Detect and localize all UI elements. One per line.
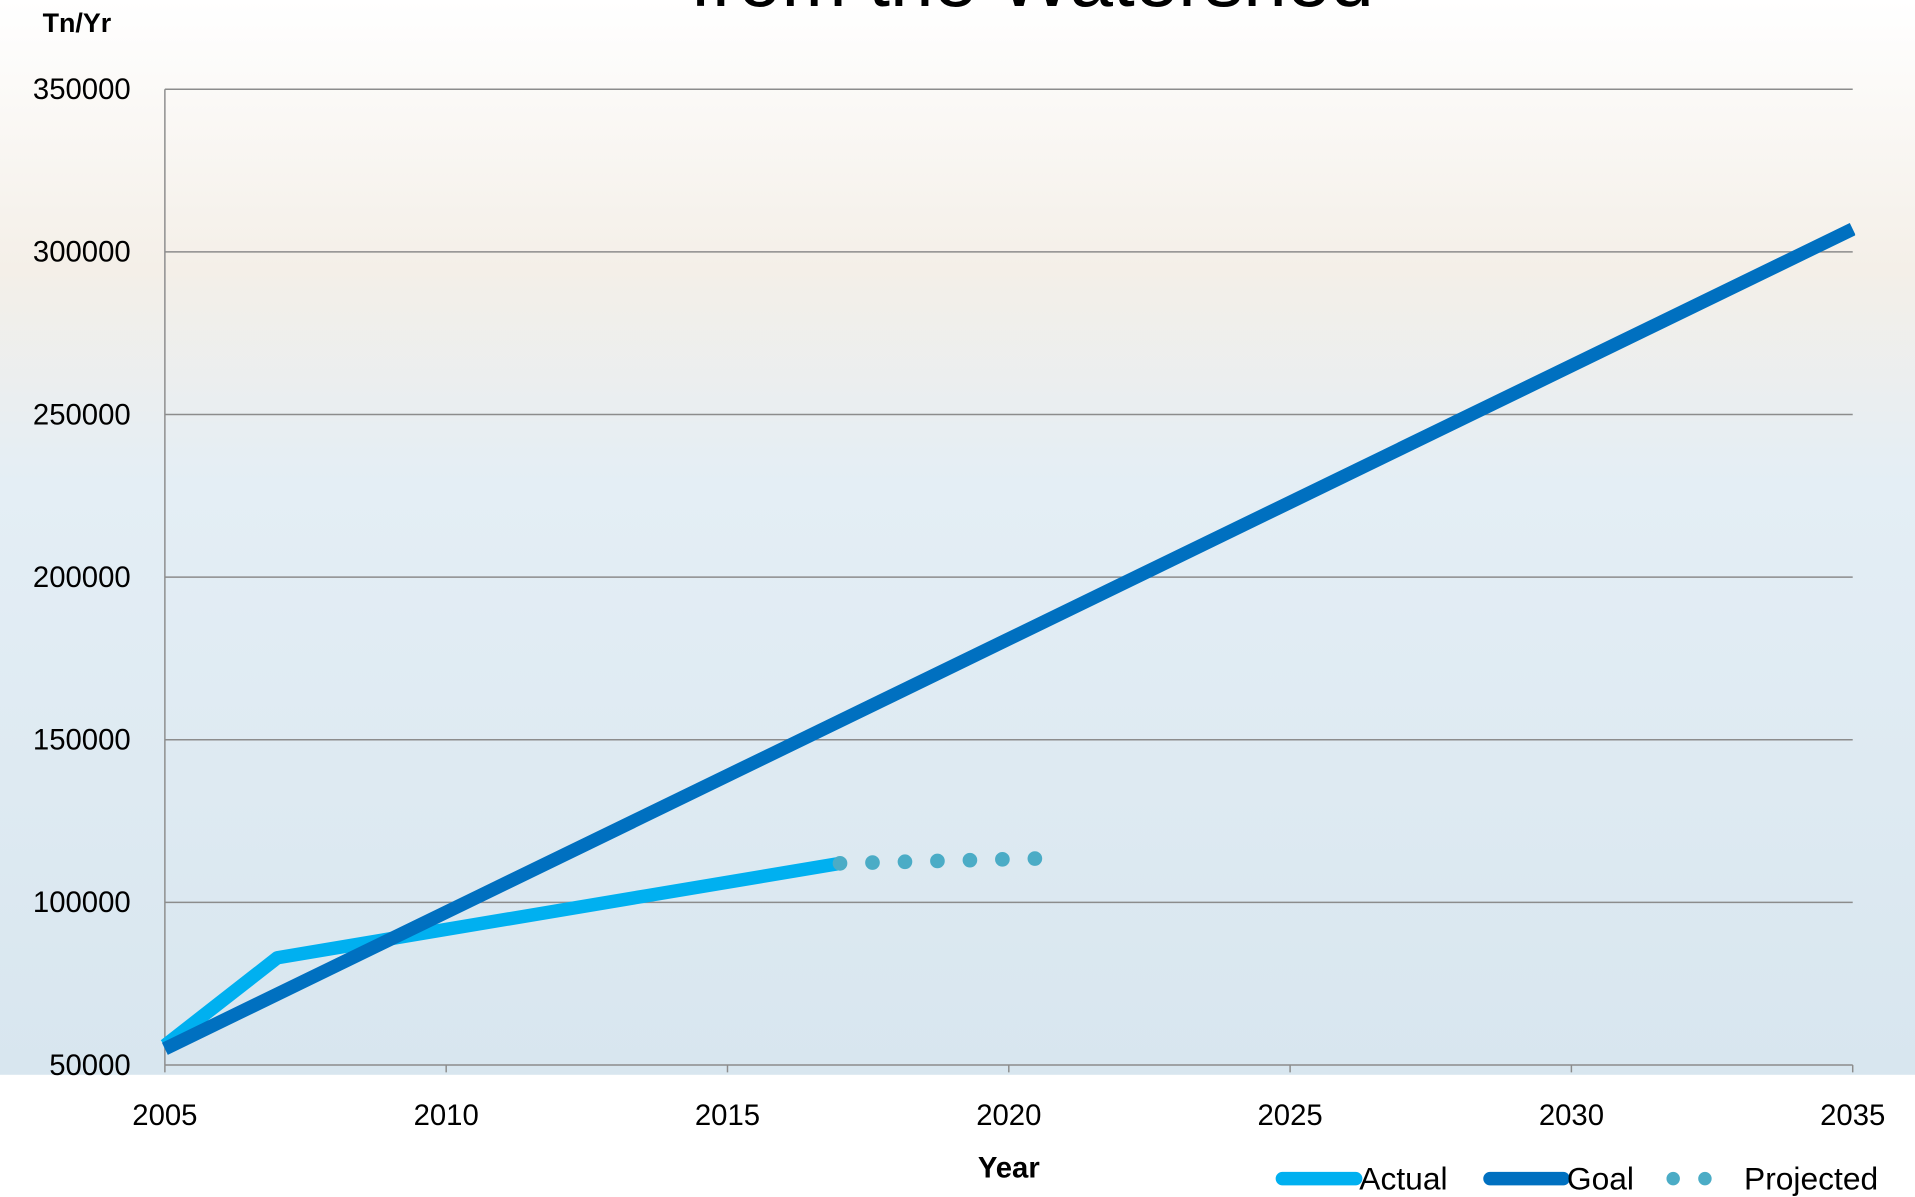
series-line [832, 851, 1045, 871]
y-tick-label: 250000 [33, 398, 131, 431]
legend-label: Actual [1359, 1161, 1447, 1197]
x-axis-label: Year [978, 1151, 1040, 1184]
legend-label: Projected [1744, 1161, 1878, 1197]
y-tick-label: 300000 [33, 236, 131, 269]
series-line [161, 223, 1856, 1055]
plot-area: 50000 100000 150000 200000 250000 300000 35000… [33, 73, 1885, 1132]
x-tick-label: 2010 [414, 1099, 479, 1132]
legend: Actual Goal Projected [1275, 1161, 1878, 1197]
x-tick-label: 2035 [1820, 1099, 1885, 1132]
legend-label: Goal [1567, 1161, 1634, 1197]
y-axis-label: Tn/Yr [43, 8, 112, 38]
background [0, 0, 1915, 1075]
x-tick-label: 2005 [132, 1099, 197, 1132]
y-tick-label: 150000 [33, 724, 131, 757]
series-line [160, 856, 842, 1051]
x-tick-label: 2015 [695, 1099, 760, 1132]
y-tick-label: 350000 [33, 73, 131, 106]
x-tick-label: 2025 [1258, 1099, 1323, 1132]
chart-title: from the Watershed [690, 0, 1373, 23]
y-tick-label: 200000 [33, 561, 131, 594]
y-tick-label: 50000 [49, 1049, 130, 1082]
x-tick-label: 2030 [1539, 1099, 1604, 1132]
x-tick-label: 2020 [976, 1099, 1041, 1132]
y-tick-label: 100000 [33, 886, 131, 919]
